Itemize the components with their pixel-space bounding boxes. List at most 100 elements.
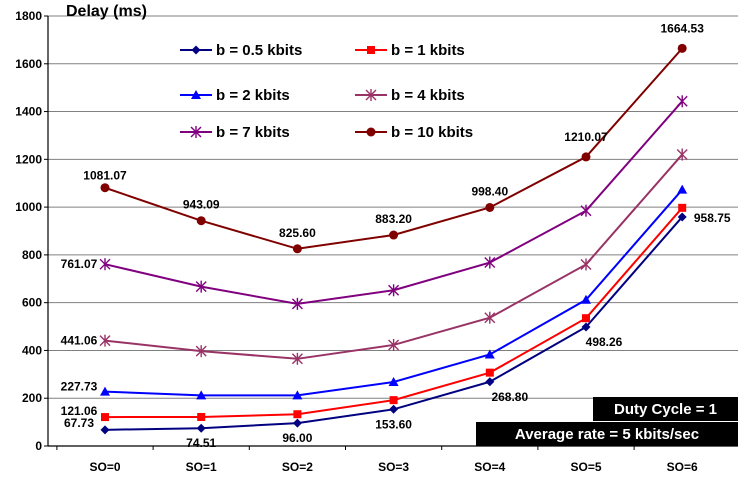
x-tick-label: SO=4: [474, 460, 505, 474]
data-point-marker: [676, 148, 688, 161]
data-point-marker: [676, 95, 688, 108]
data-labels: 1081.07 943.09 825.60 883.20 998.40 1210.07 16…: [61, 21, 731, 450]
data-label: 1210.07: [564, 130, 608, 144]
x-tick-label: SO=5: [570, 460, 601, 474]
data-point-marker: [101, 413, 109, 422]
legend-marker: [366, 127, 376, 137]
y-tick-label: 1000: [15, 200, 42, 214]
x-tick-label: SO=3: [378, 460, 409, 474]
data-point-marker: [580, 204, 592, 217]
data-point-marker: [196, 216, 206, 226]
y-tick-label: 1800: [15, 9, 42, 23]
y-tick-label: 1400: [15, 105, 42, 119]
data-point-marker: [292, 390, 303, 400]
legend: b = 0.5 kbits b = 1 kbits b = 2 kbits b = 4…: [180, 42, 473, 141]
legend-item: b = 4 kbits: [355, 87, 465, 104]
y-tick-label: 200: [22, 391, 42, 405]
data-point-marker: [677, 212, 687, 222]
series-3: [99, 148, 688, 365]
data-label: 227.73: [61, 380, 98, 394]
legend-label: b = 7 kbits: [216, 124, 290, 141]
data-label: 761.07: [61, 257, 98, 271]
data-label: 943.09: [183, 198, 220, 212]
data-label: 998.40: [471, 184, 508, 198]
data-point-marker: [291, 297, 303, 310]
legend-marker: [190, 126, 202, 138]
data-point-marker: [484, 256, 496, 269]
x-tick-label: SO=1: [186, 460, 217, 474]
data-point-marker: [484, 349, 495, 359]
legend-marker: [191, 45, 201, 55]
data-point-marker: [100, 425, 110, 435]
data-point-marker: [485, 202, 495, 212]
series-4: [99, 95, 688, 310]
data-point-marker: [388, 284, 400, 297]
data-point-marker: [389, 404, 399, 414]
data-label: 883.20: [375, 212, 412, 226]
x-tick-label: SO=0: [89, 460, 120, 474]
data-label: 121.06: [61, 404, 98, 418]
data-label: 67.73: [64, 416, 94, 430]
data-point-marker: [389, 230, 399, 240]
y-tick-label: 1600: [15, 57, 42, 71]
data-point-marker: [195, 345, 207, 358]
data-label: 498.26: [586, 335, 623, 349]
legend-item: b = 10 kbits: [355, 124, 473, 141]
data-point-marker: [100, 386, 110, 396]
series-group: [99, 43, 688, 435]
data-point-marker: [678, 203, 687, 212]
data-point-marker: [581, 152, 591, 162]
data-label: 96.00: [282, 431, 312, 445]
data-point-marker: [389, 396, 398, 405]
legend-marker: [191, 90, 201, 99]
data-point-marker: [196, 390, 207, 400]
legend-item: b = 7 kbits: [180, 124, 290, 141]
data-point-marker: [99, 334, 111, 347]
legend-item: b = 1 kbits: [355, 42, 465, 59]
y-tick-label: 600: [22, 296, 42, 310]
data-label: 958.75: [694, 211, 731, 225]
data-point-marker: [291, 352, 303, 365]
data-point-marker: [485, 368, 494, 377]
info-box: [476, 422, 738, 446]
y-tick-label: 1200: [15, 152, 42, 166]
data-point-marker: [484, 311, 496, 324]
legend-label: b = 2 kbits: [216, 87, 290, 104]
data-label: 74.51: [186, 436, 216, 450]
data-label: 268.80: [491, 390, 528, 404]
data-point-marker: [196, 423, 206, 433]
legend-marker: [367, 46, 375, 54]
data-point-marker: [292, 244, 302, 254]
data-point-marker: [582, 314, 590, 323]
data-label: 441.06: [61, 334, 98, 348]
info-box: [593, 397, 738, 421]
data-point-marker: [100, 183, 110, 193]
info-boxes: Duty Cycle = 1 Average rate = 5 kbits/sec: [476, 397, 738, 446]
legend-label: b = 1 kbits: [391, 42, 465, 59]
series-0: [100, 212, 687, 435]
legend-marker: [365, 89, 377, 101]
data-label: 153.60: [375, 417, 412, 431]
data-point-marker: [677, 43, 687, 53]
data-label: 1664.53: [661, 21, 705, 35]
y-tick-label: 800: [22, 248, 42, 262]
data-point-marker: [677, 184, 688, 194]
data-point-marker: [581, 294, 591, 304]
data-point-marker: [580, 258, 592, 271]
series-1: [101, 203, 687, 422]
legend-label: b = 0.5 kbits: [216, 42, 302, 59]
legend-item: b = 0.5 kbits: [180, 42, 302, 59]
data-point-marker: [581, 322, 591, 332]
legend-item: b = 2 kbits: [180, 87, 290, 104]
data-point-marker: [293, 410, 302, 419]
data-point-marker: [292, 418, 302, 428]
data-point-marker: [197, 412, 206, 421]
legend-label: b = 10 kbits: [391, 124, 473, 141]
series-2: [100, 184, 688, 400]
data-point-marker: [388, 338, 400, 351]
x-axis-ticks: SO=0 SO=1 SO=2 SO=3 SO=4 SO=5 SO=6: [56, 446, 698, 474]
y-tick-label: 400: [22, 343, 42, 357]
data-point-marker: [99, 258, 111, 271]
info-box-text: Duty Cycle = 1: [614, 401, 717, 418]
